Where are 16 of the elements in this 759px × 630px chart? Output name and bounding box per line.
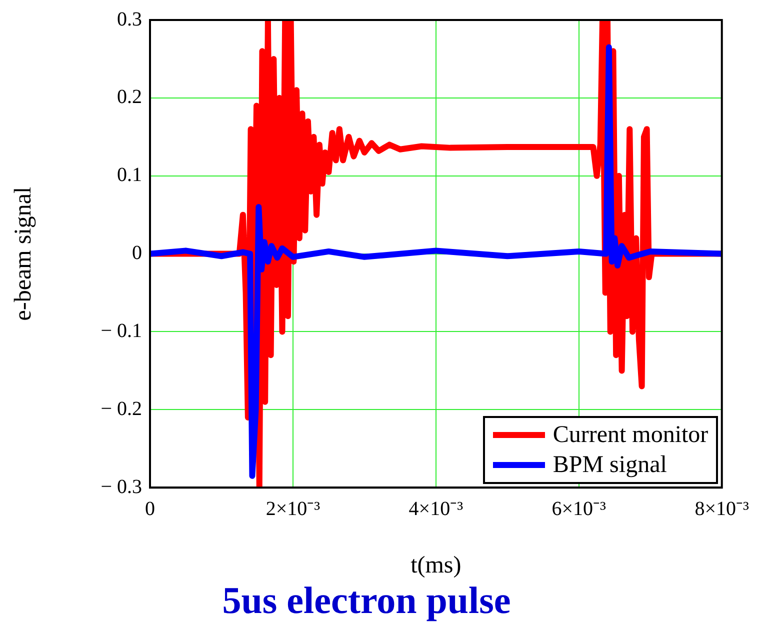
text: 5us electron pulse: [222, 580, 511, 622]
x-tick-label: 2×10⁻³: [266, 498, 320, 520]
y-tick-label: 0.3: [117, 8, 142, 30]
y-tick-label: − 0.3: [100, 476, 142, 498]
x-tick-label: 4×10⁻³: [408, 498, 464, 520]
legend-label: Current monitor: [552, 420, 708, 450]
y-tick-label: 0.2: [117, 86, 142, 108]
x-tick-label: 8×10⁻³: [694, 498, 750, 520]
legend-label: BPM signal: [552, 450, 667, 480]
y-tick-label: 0: [132, 242, 142, 264]
y-tick-label: 0.1: [117, 164, 142, 186]
y-tick-label: − 0.1: [100, 320, 142, 342]
x-axis-title: t(ms): [410, 552, 462, 578]
x-tick-label: 6×10⁻³: [552, 498, 606, 520]
y-tick-label: − 0.2: [100, 398, 142, 420]
y-axis-title: e-beam signal: [10, 186, 37, 321]
